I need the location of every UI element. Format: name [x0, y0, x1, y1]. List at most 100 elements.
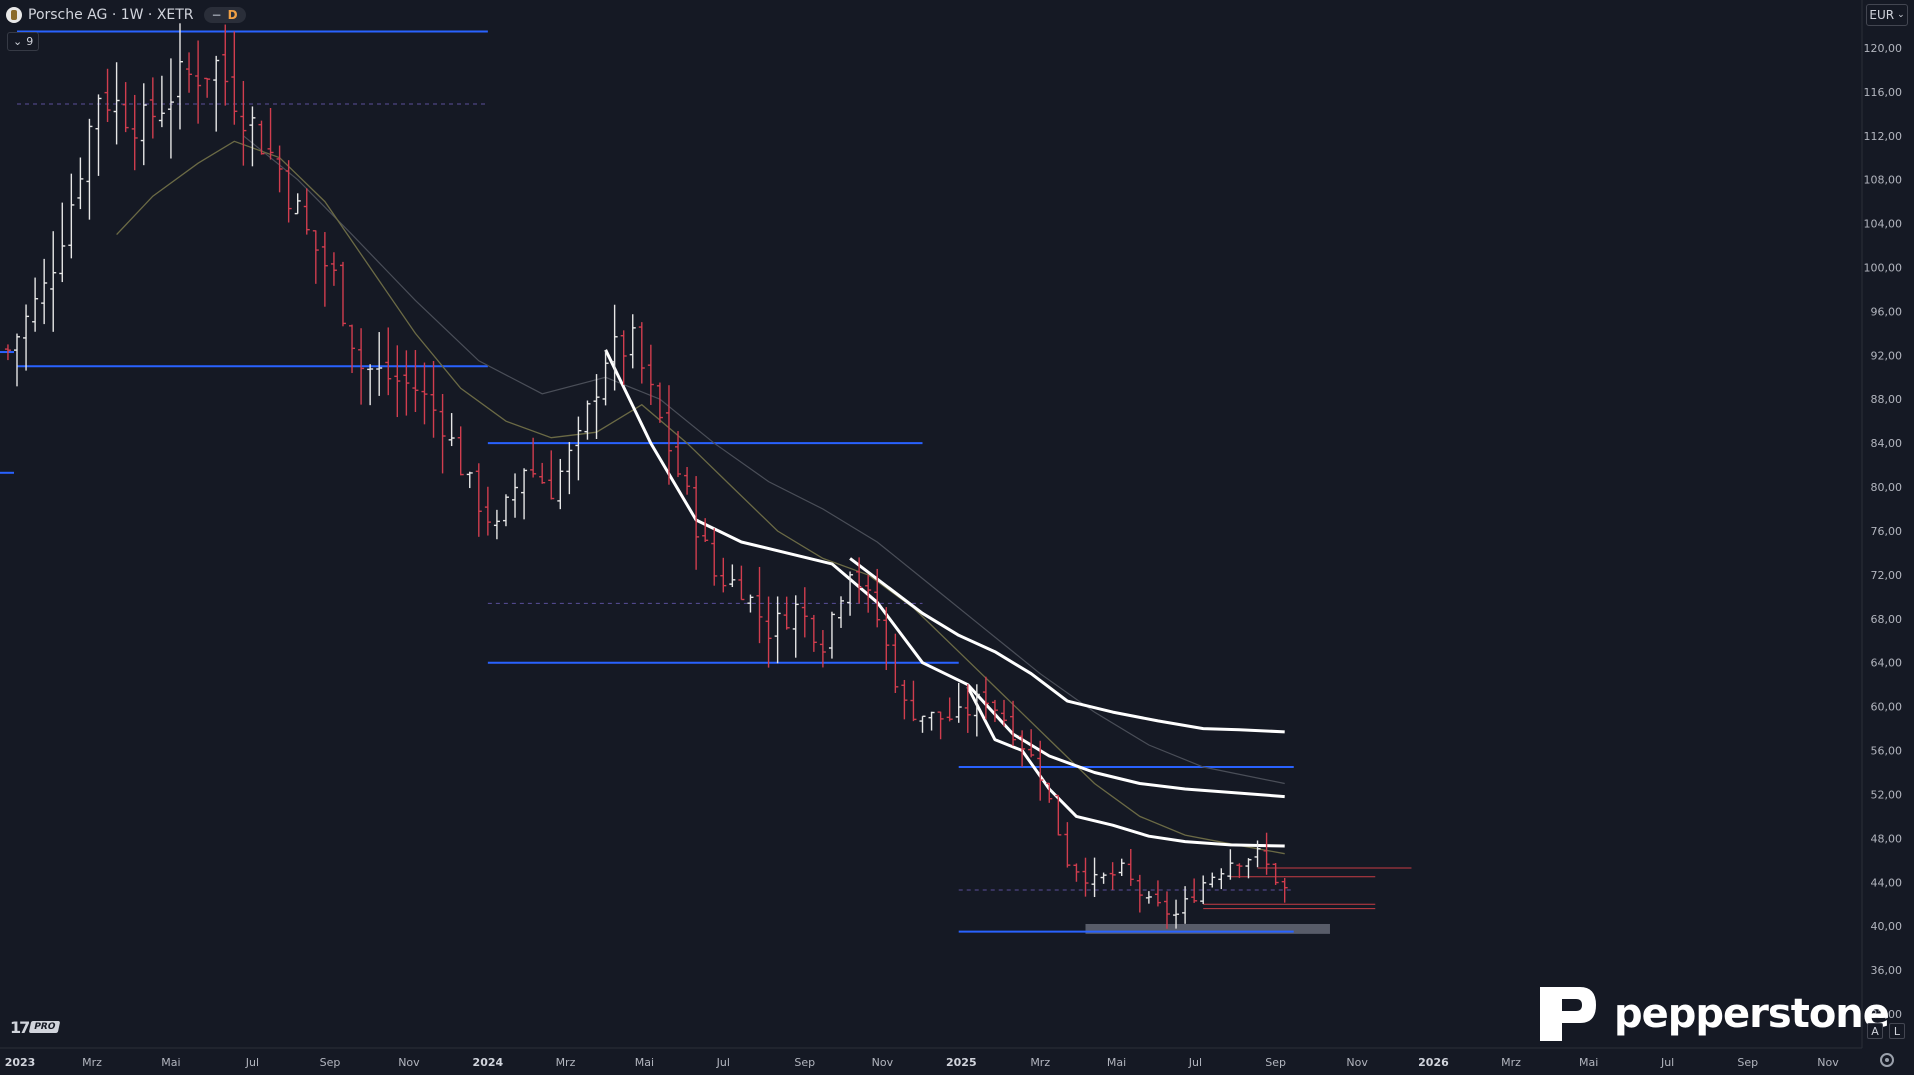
- time-tick-label: Sep: [794, 1056, 815, 1069]
- auto-scale-button[interactable]: A: [1867, 1023, 1883, 1039]
- ohlc-bar: [439, 393, 446, 474]
- ohlc-bar: [747, 594, 754, 613]
- ohlc-bar: [838, 596, 845, 628]
- price-axis[interactable]: 120,00 116,00 112,00 108,00 104,00 100,00 96,0…: [1864, 42, 1903, 1021]
- price-tick-label: 92,00: [1871, 349, 1903, 362]
- ohlc-bar: [1227, 849, 1234, 880]
- ohlc-bar: [675, 431, 682, 478]
- currency-button[interactable]: EUR ⌄: [1866, 4, 1908, 26]
- ohlc-bar: [656, 382, 663, 423]
- ohlc-bar: [1145, 891, 1152, 904]
- ohlc-bar: [512, 473, 519, 518]
- ohlc-bar: [883, 607, 890, 671]
- time-tick-label: Sep: [1737, 1056, 1758, 1069]
- ohlc-bar: [457, 426, 464, 476]
- ohlc-bar: [4, 344, 11, 361]
- ohlc-bar: [946, 697, 953, 722]
- price-tick-label: 32,00: [1871, 1008, 1903, 1021]
- ohlc-bar: [1236, 863, 1243, 879]
- log-scale-button[interactable]: L: [1889, 1023, 1905, 1039]
- ohlc-bar: [1000, 699, 1007, 727]
- ohlc-bar: [856, 557, 863, 604]
- ohlc-bar: [919, 715, 926, 733]
- ohlc-bar: [611, 304, 618, 391]
- ohlc-bar: [1154, 880, 1161, 907]
- ohlc-bar: [937, 711, 944, 740]
- ohlc-bar: [1010, 700, 1017, 746]
- symbol-title[interactable]: Porsche AG · 1W · XETR: [28, 7, 194, 23]
- ohlc-bar: [684, 467, 691, 495]
- ohlc-bar: [195, 40, 202, 124]
- minus-icon: −: [211, 8, 222, 22]
- ohlc-bar: [1082, 857, 1089, 897]
- ohlc-bar: [566, 442, 573, 495]
- ohlc-bar: [584, 400, 591, 440]
- time-tick-label: Jul: [716, 1056, 730, 1069]
- ma-main-lower-line: [966, 686, 1285, 848]
- time-axis[interactable]: 2023 Mrz Mai Jul Sep Nov 2024 Mrz Mai Jul Sep Nov 20…: [5, 1056, 1840, 1069]
- ohlc-bar: [774, 596, 781, 664]
- ohlc-bar: [702, 518, 709, 543]
- time-tick-label: Mrz: [1501, 1056, 1521, 1069]
- ohlc-bar: [738, 565, 745, 601]
- moving-averages-layer: [116, 135, 1285, 855]
- ohlc-bar: [77, 157, 84, 210]
- ohlc-bar: [321, 232, 328, 307]
- badge-label: D: [227, 8, 238, 22]
- ohlc-bar: [113, 62, 120, 145]
- ohlc-bar: [955, 682, 962, 723]
- gear-icon[interactable]: [1880, 1053, 1894, 1067]
- ohlc-bar: [765, 596, 772, 668]
- tradingview-logo[interactable]: 17 PRO: [10, 1018, 61, 1037]
- ohlc-bar: [1118, 858, 1125, 876]
- ohlc-bar: [910, 680, 917, 722]
- time-tick-label: Nov: [872, 1056, 894, 1069]
- price-bars-layer: [4, 23, 1288, 929]
- ohlc-bar: [59, 202, 66, 283]
- ohlc-bar: [385, 327, 392, 396]
- chevron-down-icon: ⌄: [13, 35, 23, 48]
- time-tick-label: Mrz: [556, 1056, 576, 1069]
- ohlc-bar: [430, 361, 437, 438]
- time-tick-label: Mrz: [82, 1056, 102, 1069]
- ohlc-bar: [982, 676, 989, 720]
- ohlc-bar: [330, 252, 337, 286]
- symbol-header[interactable]: Porsche AG · 1W · XETR − D: [6, 4, 246, 26]
- ohlc-bar: [1064, 822, 1071, 868]
- symbol-status-badge[interactable]: − D: [203, 7, 246, 23]
- ohlc-bar: [358, 328, 365, 405]
- ohlc-bar: [403, 350, 410, 416]
- ohlc-bar: [1028, 729, 1035, 758]
- ma-olive-line: [116, 140, 1285, 855]
- ohlc-bar: [475, 463, 482, 537]
- time-tick-label: Jul: [1660, 1056, 1674, 1069]
- support-zone-layer: [1085, 923, 1330, 934]
- ohlc-bar: [421, 362, 428, 425]
- ohlc-bar: [928, 711, 935, 731]
- ohlc-bar: [267, 107, 274, 160]
- time-tick-label: Nov: [398, 1056, 420, 1069]
- ohlc-bar: [1218, 868, 1225, 890]
- indicators-toggle-button[interactable]: ⌄ 9: [7, 32, 40, 51]
- ohlc-bar: [285, 160, 292, 223]
- ohlc-bar: [720, 557, 727, 593]
- ohlc-bar: [1136, 874, 1143, 913]
- price-tick-label: 68,00: [1871, 613, 1903, 626]
- price-tick-label: 112,00: [1864, 130, 1903, 143]
- log-scale-label: L: [1893, 1024, 1901, 1038]
- ohlc-bar: [204, 77, 211, 98]
- ohlc-bar: [1037, 740, 1044, 801]
- price-tick-label: 84,00: [1871, 437, 1903, 450]
- ma-main-mid-line: [604, 349, 1285, 799]
- ohlc-bar: [1019, 730, 1026, 767]
- ohlc-bar: [86, 118, 93, 220]
- ohlc-bar: [167, 58, 174, 159]
- ohlc-bar: [140, 83, 147, 166]
- time-tick-label: Mrz: [1030, 1056, 1050, 1069]
- time-tick-label: Jul: [245, 1056, 259, 1069]
- currency-label: EUR: [1869, 8, 1895, 22]
- ohlc-bar: [1055, 794, 1062, 836]
